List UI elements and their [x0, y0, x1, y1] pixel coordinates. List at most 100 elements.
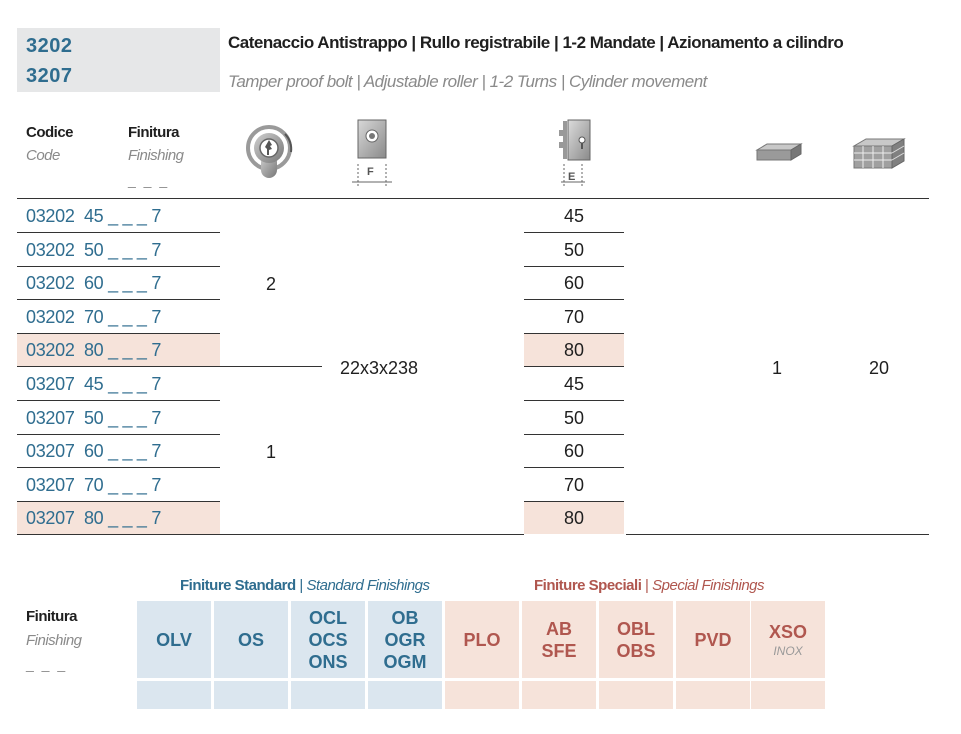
finish-swatch-blank	[137, 681, 211, 709]
product-code-row: 03207 50 _ _ _ 7	[26, 408, 162, 428]
finish-swatch-blank	[445, 681, 519, 709]
finish-label-it: Finitura	[26, 608, 78, 625]
faceplate-size: 22x3x238	[340, 358, 419, 378]
pack-quantity: 1	[772, 358, 783, 378]
product-code-row: 03202 60 _ _ _ 7	[26, 273, 162, 293]
finish-code: PVD	[694, 629, 732, 650]
backset-value: 45	[563, 206, 585, 226]
finish-swatch-blank	[214, 681, 288, 709]
product-code-row: 03207 45 _ _ _ 7	[26, 374, 162, 394]
special-finishes-en: Special Finishings	[652, 577, 765, 594]
product-code-row: 03202 45 _ _ _ 7	[26, 206, 162, 226]
backset-value: 50	[563, 240, 585, 260]
row-rule	[17, 467, 220, 468]
row-rule-e	[524, 501, 624, 502]
special-finishes-heading: Finiture Speciali | Special Finishings	[534, 577, 765, 594]
finish-swatch: XSO INOX	[751, 601, 825, 678]
finish-swatch: OCL OCS ONS	[291, 601, 365, 678]
backset-value: 60	[563, 441, 585, 461]
finish-code: ONS	[308, 651, 348, 672]
standard-finishes-it: Finiture Standard	[180, 577, 296, 594]
row-rule-e	[524, 467, 624, 468]
box-icon	[852, 138, 906, 169]
row-rule	[17, 299, 220, 300]
finish-swatch: AB SFE	[522, 601, 596, 678]
col-code-label-en: Code	[26, 147, 60, 164]
row-rule	[17, 266, 220, 267]
backset-value: 70	[563, 475, 585, 495]
finish-label-dash: _ _ _	[26, 656, 68, 672]
row-rule	[17, 232, 220, 233]
title-italian: Catenaccio Antistrappo | Rullo registrab…	[228, 33, 844, 52]
finish-code: OLV	[156, 629, 192, 650]
box-quantity: 20	[869, 358, 890, 378]
row-rule	[17, 366, 220, 367]
finish-code: AB	[546, 618, 572, 639]
product-code-row: 03202 70 _ _ _ 7	[26, 307, 162, 327]
finish-code: XSO	[768, 621, 807, 642]
finish-label-en: Finishing	[26, 632, 82, 649]
row-rule-e	[524, 400, 624, 401]
finish-code: OB	[391, 607, 419, 628]
row-rule-e	[524, 299, 624, 300]
finish-swatch-blank	[676, 681, 750, 709]
product-code-row: 03207 60 _ _ _ 7	[26, 441, 162, 461]
backset-e-label: E	[568, 171, 576, 183]
finish-swatch-blank	[599, 681, 673, 709]
cylinder-key-icon	[246, 125, 293, 178]
finish-swatch: PVD	[676, 601, 750, 678]
row-rule	[17, 534, 220, 535]
finish-swatch-blank	[291, 681, 365, 709]
title-english: Tamper proof bolt | Adjustable roller | …	[228, 72, 707, 91]
table-bottom-rule-left	[220, 534, 524, 535]
row-rule-e	[524, 266, 624, 267]
pack-icon	[755, 143, 803, 161]
col-finish-dash: _ _ _	[128, 172, 170, 188]
product-code-row: 03207 80 _ _ _ 7	[17, 502, 220, 534]
special-finishes-it: Finiture Speciali	[534, 577, 642, 594]
row-rule-e	[524, 333, 624, 334]
backset-lock-icon	[559, 119, 591, 186]
finish-subtitle: INOX	[773, 643, 803, 658]
backset-value: 80	[524, 502, 624, 534]
row-rule-e	[524, 232, 624, 233]
turns-3202: 2	[266, 274, 277, 294]
row-rule	[17, 400, 220, 401]
finish-code: OCS	[308, 629, 348, 650]
finish-swatch: OB OGR OGM	[368, 601, 442, 678]
finish-swatch: OS	[214, 601, 288, 678]
faceplate-f-label: F	[367, 166, 374, 178]
finish-swatch: OLV	[137, 601, 211, 678]
row-rule-e	[524, 366, 624, 367]
finish-code: OBL	[617, 618, 655, 639]
col-code-label-it: Codice	[26, 124, 74, 141]
row-rule	[17, 434, 220, 435]
finish-code: OCL	[309, 607, 347, 628]
faceplate-icon	[352, 119, 392, 186]
standard-finishes-heading: Finiture Standard | Standard Finishings	[180, 577, 430, 594]
row-rule-e	[524, 434, 624, 435]
finish-swatch: OBL OBS	[599, 601, 673, 678]
finish-code: SFE	[541, 640, 577, 661]
finish-code: PLO	[463, 629, 501, 650]
finish-code: OBS	[616, 640, 656, 661]
row-rule	[17, 501, 220, 502]
product-code-row: 03207 70 _ _ _ 7	[26, 475, 162, 495]
finish-swatch-blank	[751, 681, 825, 709]
finish-swatch: PLO	[445, 601, 519, 678]
product-code-row: 03202 80 _ _ _ 7	[17, 334, 220, 366]
turns-3207: 1	[266, 442, 277, 462]
product-code-3202: 3202	[26, 35, 73, 57]
table-top-rule	[17, 198, 929, 199]
finish-code: OGR	[384, 629, 426, 650]
col-finish-label-it: Finitura	[128, 124, 180, 141]
backset-value: 70	[563, 307, 585, 327]
turns-separator	[220, 366, 322, 367]
finish-swatch-blank	[522, 681, 596, 709]
finish-swatch-blank	[368, 681, 442, 709]
product-code-row: 03202 50 _ _ _ 7	[26, 240, 162, 260]
backset-value: 45	[563, 374, 585, 394]
header-code-box	[17, 28, 220, 92]
col-finish-label-en: Finishing	[128, 147, 184, 164]
backset-value: 50	[563, 408, 585, 428]
